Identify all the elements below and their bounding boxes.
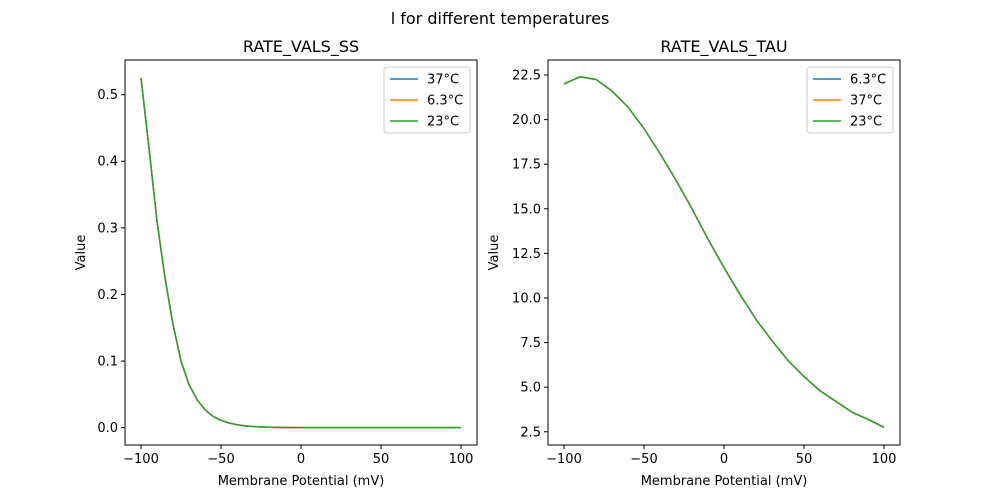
y-axis-label: Value [487,235,502,271]
legend-label: 6.3°C [850,73,886,88]
x-tick-label: 100 [872,452,897,467]
legend: 6.3°C 37°C 23°C [806,66,894,134]
series-line-23-C [140,77,461,429]
x-tick-label: 0 [297,452,305,467]
y-tick-label: 5.0 [520,381,541,396]
legend-label: 23°C [427,115,459,130]
x-tick-label: −50 [630,452,657,467]
x-axis-label: Membrane Potential (mV) [641,474,808,489]
x-tick-label: −100 [546,452,582,467]
legend-frame [383,66,471,134]
y-axis-label: Value [74,235,89,271]
y-tick-label: 22.5 [512,68,541,83]
x-tick-label: 100 [449,452,474,467]
plot-title: RATE_VALS_TAU [660,37,787,57]
x-tick-label: 50 [373,452,390,467]
plot-title: RATE_VALS_SS [243,37,359,57]
legend-label: 37°C [427,73,459,88]
y-tick-label: 10.0 [512,291,541,306]
subplot-rate-vals-tau: RATE_VALS_TAU −100 −50 0 50 100 2.5 5.0 7.5 10.0 1… [487,37,901,489]
series-line-23-C [563,76,885,429]
legend: 37°C 6.3°C 23°C [383,66,471,134]
subplot-rate-vals-ss: RATE_VALS_SS −100 −50 0 50 100 0.0 0.1 0.2 0.3 0.4… [74,37,478,489]
x-tick-label: 50 [796,452,813,467]
y-tick-label: 0.2 [97,288,118,303]
x-tick-label: −100 [123,452,159,467]
y-tick-label: 0.1 [97,355,118,370]
legend-label: 6.3°C [427,94,463,109]
y-tick-label: 0.3 [97,221,118,236]
figure-suptitle: l for different temperatures [391,9,610,28]
y-tick-label: 20.0 [512,113,541,128]
y-tick-label: 12.5 [512,247,541,262]
y-tick-label: 7.5 [520,336,541,351]
x-tick-label: −50 [207,452,234,467]
y-tick-label: 2.5 [520,425,541,440]
y-tick-label: 15.0 [512,202,541,217]
x-axis-label: Membrane Potential (mV) [218,474,385,489]
y-tick-label: 0.4 [97,155,118,170]
legend-frame [806,66,894,134]
y-tick-label: 17.5 [512,158,541,173]
legend-label: 37°C [850,94,882,109]
legend-label: 23°C [850,115,882,130]
x-tick-label: 0 [720,452,728,467]
y-tick-label: 0.0 [97,421,118,436]
y-tick-label: 0.5 [97,88,118,103]
